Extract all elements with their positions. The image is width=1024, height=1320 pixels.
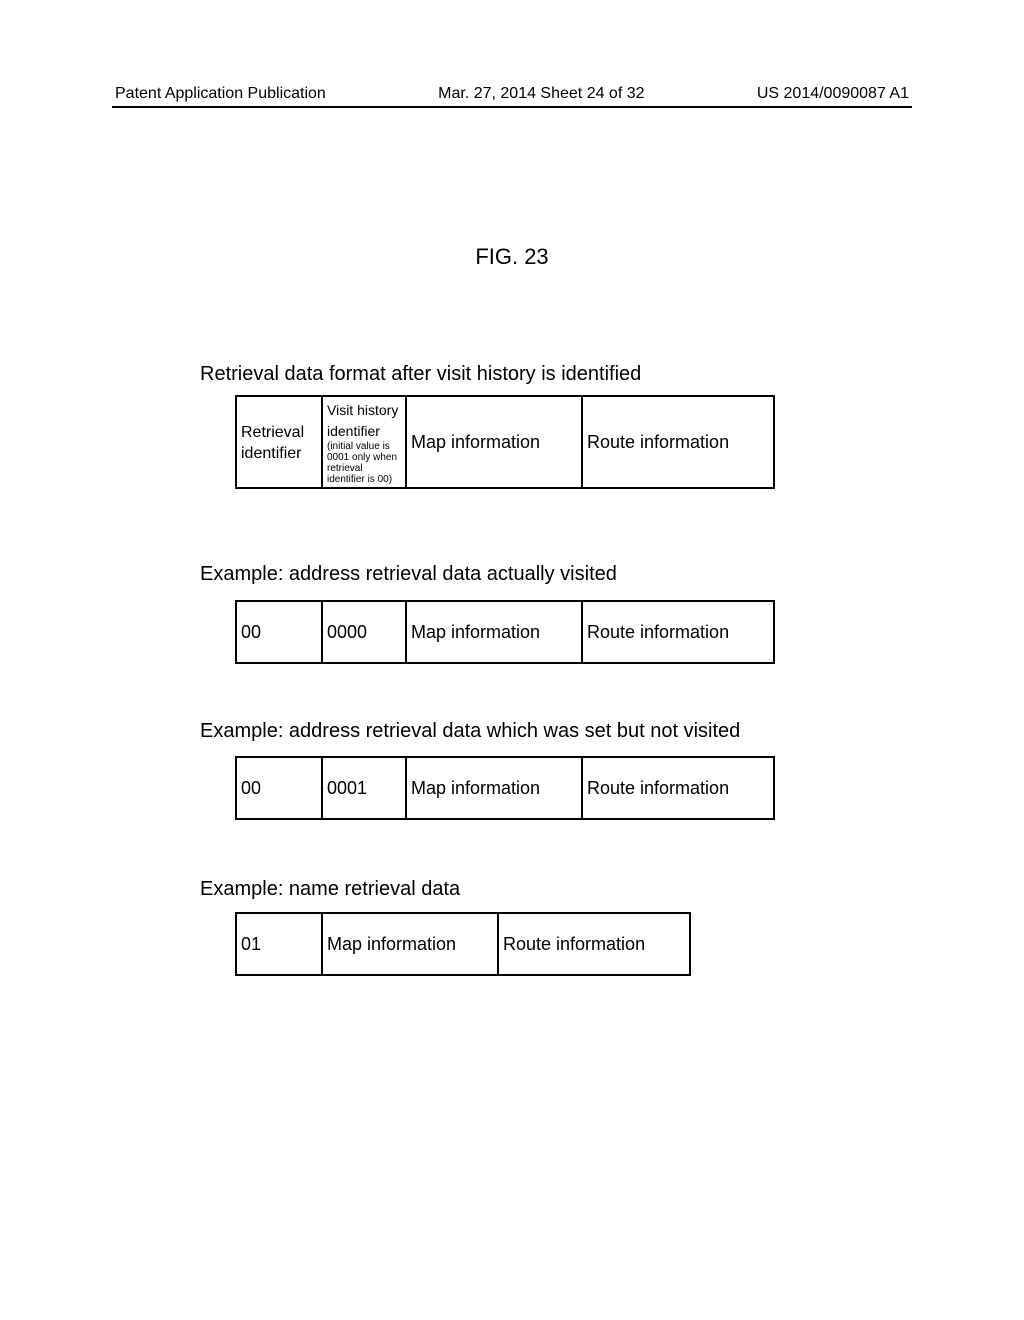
table-not-visited: 00 0001 Map information Route informatio… bbox=[235, 756, 775, 820]
table-visited: 00 0000 Map information Route informatio… bbox=[235, 600, 775, 664]
table-name-retrieval: 01 Map information Route information bbox=[235, 912, 691, 976]
header-divider bbox=[112, 106, 912, 108]
cell-label: identifier bbox=[241, 445, 301, 462]
cell-map-info: Map information bbox=[322, 913, 498, 975]
table-format: Retrieval identifier Visit history ident… bbox=[235, 395, 775, 489]
cell-retrieval-identifier: Retrieval identifier bbox=[236, 396, 322, 488]
page-header: Patent Application Publication Mar. 27, … bbox=[115, 85, 909, 103]
cell-route-info: Route information bbox=[498, 913, 690, 975]
cell-map-info: Map information bbox=[406, 601, 582, 663]
header-center: Mar. 27, 2014 Sheet 24 of 32 bbox=[438, 85, 644, 103]
cell-map-info: Map information bbox=[406, 757, 582, 819]
cell-visit-history-identifier: Visit history identifier (initial value … bbox=[322, 396, 406, 488]
header-left: Patent Application Publication bbox=[115, 85, 326, 103]
cell-label: Visit history bbox=[327, 402, 398, 418]
cell-visit-history-id: 0000 bbox=[322, 601, 406, 663]
table-row: 01 Map information Route information bbox=[236, 913, 690, 975]
cell-retrieval-id: 00 bbox=[236, 757, 322, 819]
table-row: Retrieval identifier Visit history ident… bbox=[236, 396, 774, 488]
caption-name-retrieval: Example: name retrieval data bbox=[200, 878, 460, 901]
header-right: US 2014/0090087 A1 bbox=[757, 85, 909, 103]
cell-route-info: Route information bbox=[582, 396, 774, 488]
patent-page: Patent Application Publication Mar. 27, … bbox=[0, 0, 1024, 1320]
cell-route-info: Route information bbox=[582, 601, 774, 663]
cell-route-info: Route information bbox=[582, 757, 774, 819]
cell-label: Retrieval bbox=[241, 424, 304, 441]
table-row: 00 0001 Map information Route informatio… bbox=[236, 757, 774, 819]
table-row: 00 0000 Map information Route informatio… bbox=[236, 601, 774, 663]
figure-title: FIG. 23 bbox=[0, 244, 1024, 270]
caption-not-visited: Example: address retrieval data which wa… bbox=[200, 720, 740, 743]
caption-visited: Example: address retrieval data actually… bbox=[200, 563, 617, 586]
cell-note: (initial value is 0001 only when retriev… bbox=[327, 441, 401, 485]
caption-format: Retrieval data format after visit histor… bbox=[200, 363, 641, 386]
cell-map-info: Map information bbox=[406, 396, 582, 488]
cell-retrieval-id: 00 bbox=[236, 601, 322, 663]
cell-retrieval-id: 01 bbox=[236, 913, 322, 975]
cell-visit-history-id: 0001 bbox=[322, 757, 406, 819]
cell-label: identifier bbox=[327, 423, 380, 439]
